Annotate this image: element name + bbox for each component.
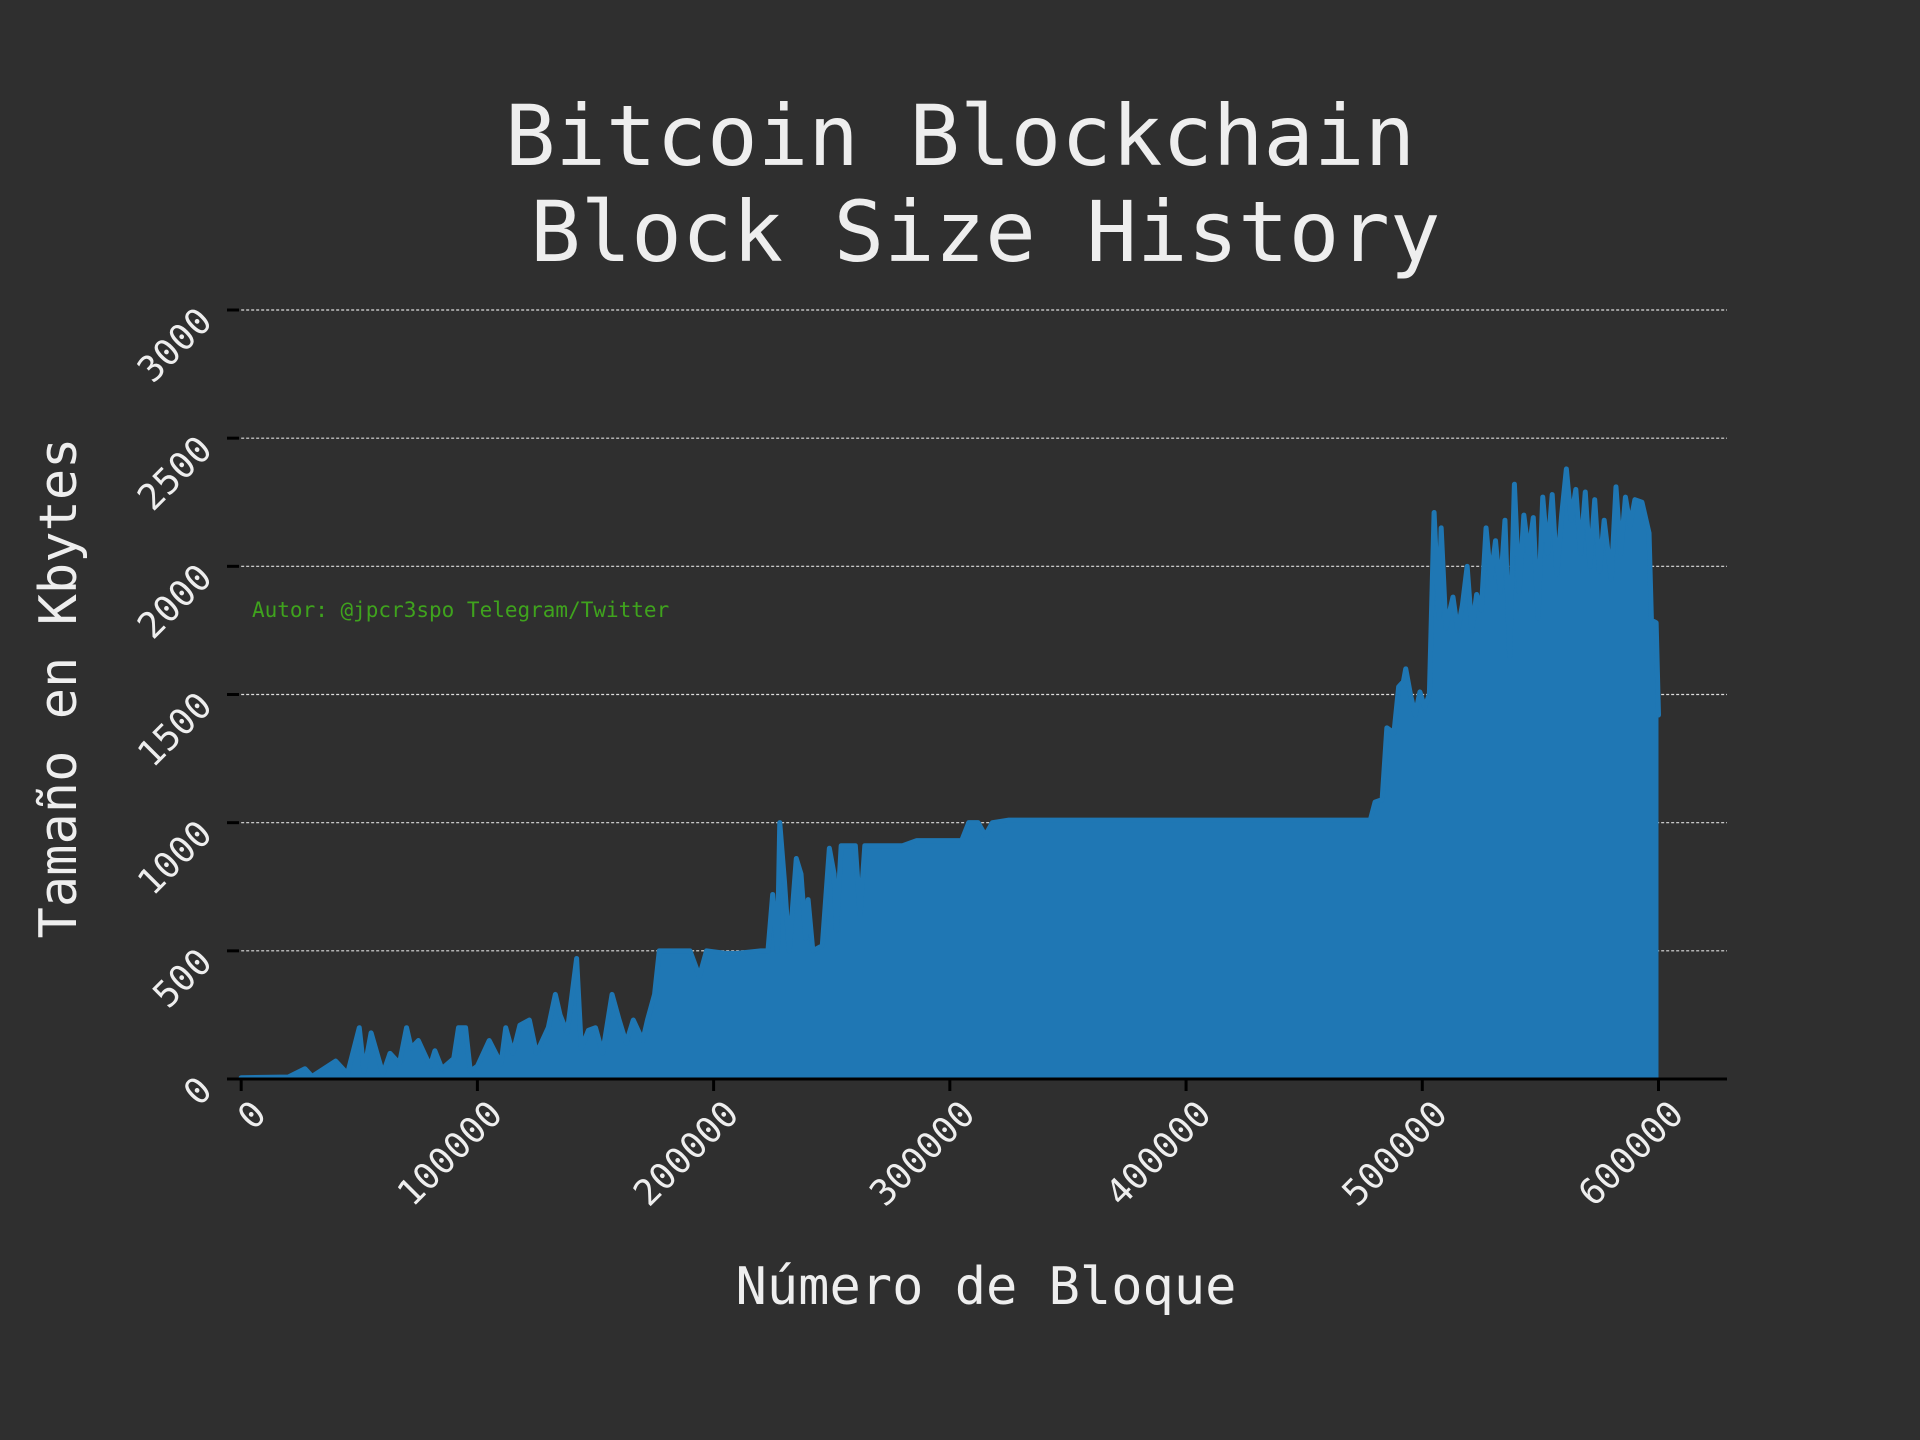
area-fill xyxy=(241,468,1659,1080)
area-line xyxy=(238,466,1661,1081)
x-tick-label: 600000 xyxy=(1571,1093,1692,1214)
y-tick-label: 0 xyxy=(176,1069,220,1113)
x-tick-label: 500000 xyxy=(1335,1093,1456,1214)
x-tick-label: 200000 xyxy=(626,1093,747,1214)
y-axis-label: Tamaño en Kbytes xyxy=(29,438,89,939)
x-tick-label: 0 xyxy=(230,1093,274,1137)
y-tick-label: 3000 xyxy=(130,300,220,390)
y-tick-label: 1000 xyxy=(130,813,220,903)
y-tick-label: 500 xyxy=(145,941,220,1016)
annotation: Autor: @jpcr3spo Telegram/Twitter xyxy=(252,598,669,622)
y-tick-label: 2000 xyxy=(130,557,220,647)
y-tick-label: 1500 xyxy=(130,685,220,775)
x-tick-label: 100000 xyxy=(390,1093,511,1214)
x-axis-label: Número de Bloque xyxy=(736,1257,1237,1317)
x-tick-label: 300000 xyxy=(862,1093,983,1214)
chart-title: Bitcoin Blockchain Block Size History xyxy=(504,87,1441,281)
y-tick-label: 2500 xyxy=(130,429,220,519)
x-tick-label: 400000 xyxy=(1099,1093,1220,1214)
